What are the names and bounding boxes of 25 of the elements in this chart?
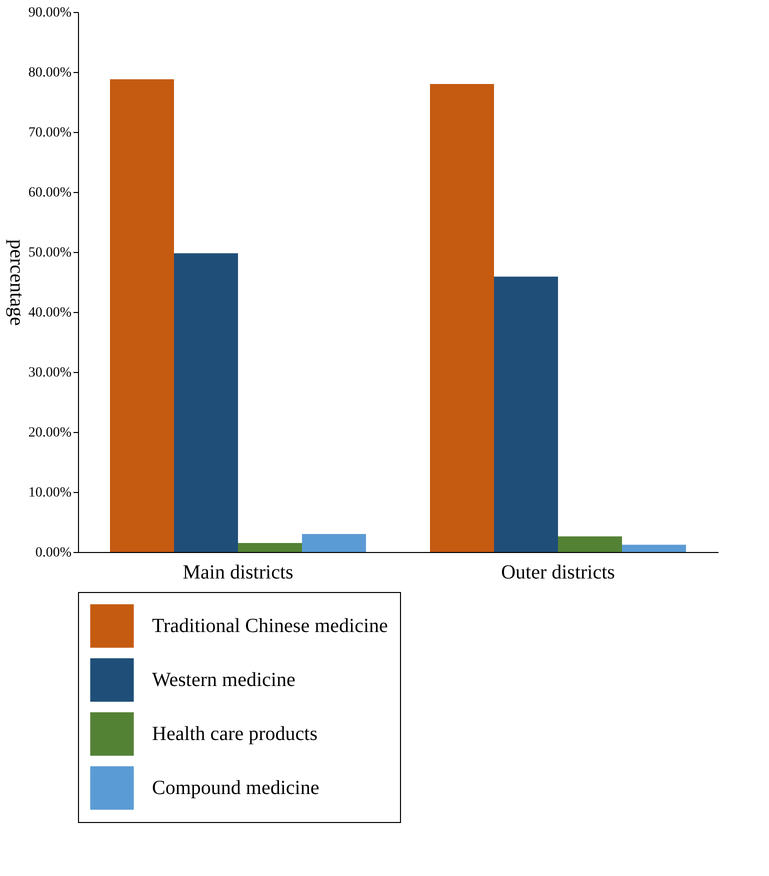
bar — [238, 543, 302, 552]
x-tick-label: Main districts — [182, 562, 294, 584]
y-tick-label: 50.00% — [28, 246, 72, 260]
y-tick-label: 10.00% — [28, 486, 72, 500]
legend-label: Health care products — [152, 723, 318, 745]
legend-label: Western medicine — [152, 669, 296, 691]
y-tick-label: 30.00% — [28, 366, 72, 380]
y-tick-label: 80.00% — [28, 66, 72, 80]
bar — [558, 536, 622, 552]
y-tick-label: 90.00% — [28, 6, 72, 20]
bar — [302, 534, 366, 552]
bar — [494, 276, 558, 552]
legend-label: Traditional Chinese medicine — [152, 615, 388, 637]
legend-label: Compound medicine — [152, 777, 320, 799]
y-tick-label: 70.00% — [28, 126, 72, 140]
y-tick-label: 60.00% — [28, 186, 72, 200]
bar — [110, 79, 174, 552]
y-tick-label: 40.00% — [28, 306, 72, 320]
x-tick-label: Outer districts — [501, 562, 616, 584]
y-tick-label: 20.00% — [28, 426, 72, 440]
y-tick-label: 0.00% — [35, 546, 72, 560]
bar — [622, 544, 686, 552]
bar — [430, 84, 494, 552]
bar — [174, 253, 238, 552]
y-axis-title: percentage — [5, 239, 28, 326]
